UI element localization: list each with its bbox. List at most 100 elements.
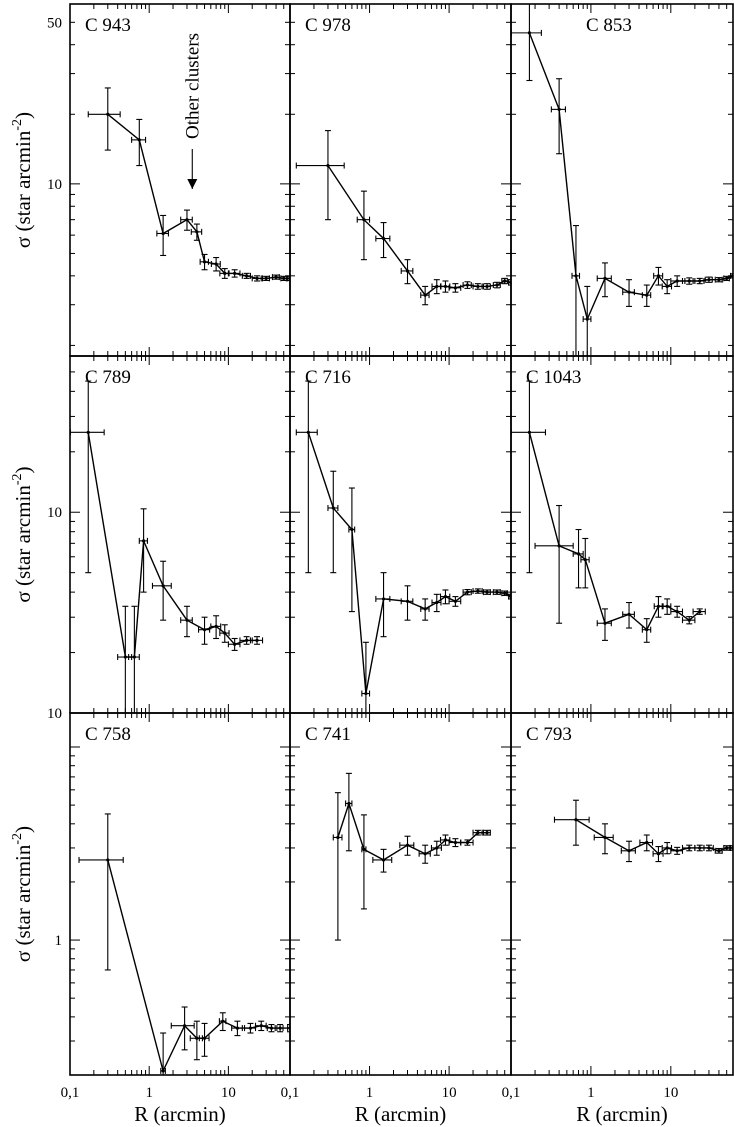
annotation-text: Other clusters	[182, 33, 203, 139]
data-point	[503, 591, 507, 595]
y-axis-label-exponent: -2	[10, 473, 25, 485]
data-point	[161, 584, 165, 588]
panel-r2-c0	[69, 712, 291, 1076]
series-c-978: C 978	[295, 15, 511, 306]
data-point	[503, 279, 507, 283]
data-point	[221, 1019, 225, 1023]
data-point	[557, 544, 561, 548]
data-point	[435, 600, 439, 605]
data-point	[435, 846, 439, 850]
series-c-1043: C 1043	[511, 367, 706, 643]
data-point	[675, 279, 679, 283]
data-point	[142, 539, 146, 543]
data-point	[627, 290, 631, 294]
x-tick-label: 0,1	[281, 1085, 300, 1101]
annotation-other-clusters: Other clusters	[182, 33, 203, 190]
data-point	[288, 1026, 290, 1030]
series-c-793: C 793	[526, 724, 733, 863]
data-point	[731, 274, 733, 278]
panel-frame	[510, 3, 734, 357]
y-axis-label: σ (star arcmin-2)	[10, 466, 35, 602]
panel-frame	[69, 712, 291, 1076]
data-point	[347, 801, 351, 806]
panel-title: C 758	[85, 724, 131, 745]
data-point	[465, 283, 470, 287]
data-point	[245, 638, 249, 642]
panel-title: C 853	[586, 15, 632, 36]
panel-title: C 978	[305, 15, 351, 36]
data-point	[687, 618, 691, 622]
series-line	[337, 801, 488, 861]
series-c-853: C 853	[511, 4, 733, 356]
data-point	[405, 599, 410, 603]
y-axis-label-exponent: -2	[10, 833, 25, 845]
data-point	[264, 276, 268, 280]
data-point	[725, 846, 729, 850]
x-tick-label: 0,1	[61, 1085, 80, 1101]
data-point	[574, 274, 578, 278]
data-point	[381, 597, 386, 601]
data-point	[255, 638, 259, 642]
data-point	[235, 1026, 240, 1030]
data-point	[583, 558, 587, 562]
data-point	[476, 284, 480, 289]
data-point	[350, 527, 354, 532]
data-point	[362, 847, 366, 851]
panel-frame	[69, 3, 291, 357]
data-point	[223, 631, 227, 635]
data-point	[465, 590, 470, 594]
data-point	[698, 609, 702, 614]
series-line	[528, 32, 733, 322]
panel-frame	[289, 712, 512, 1076]
data-point	[557, 107, 561, 111]
data-point	[214, 262, 218, 266]
data-point	[202, 260, 207, 264]
data-point	[665, 604, 669, 608]
axis-labels-layer: σ (star arcmin-2)σ (star arcmin-2)σ (sta…	[10, 112, 35, 962]
data-point	[106, 112, 110, 116]
data-point	[453, 599, 457, 603]
series-marks	[332, 772, 491, 941]
data-point	[259, 1024, 263, 1028]
panel-title: C 943	[85, 15, 131, 36]
panel-title: C 793	[526, 724, 572, 745]
panel-r1-c0	[69, 355, 291, 714]
series-line	[528, 432, 701, 631]
data-point	[656, 852, 661, 856]
data-point	[278, 1026, 282, 1030]
x-tick-label: 0,1	[502, 1085, 521, 1101]
series-c-943: C 943	[85, 15, 290, 282]
data-point	[656, 604, 661, 608]
panel-title: C 789	[85, 367, 131, 388]
x-axis-label: R (arcmin)	[355, 1102, 447, 1126]
data-point	[182, 1024, 187, 1028]
data-point	[656, 274, 661, 278]
x-tick-label: 10	[663, 1085, 678, 1101]
series-line	[307, 432, 511, 694]
data-point	[233, 271, 237, 275]
data-point	[405, 843, 410, 847]
y-axis-label-close: )	[11, 112, 35, 119]
y-axis-label-main: σ (star arcmin	[11, 485, 35, 603]
data-point	[443, 284, 448, 289]
panel-r1-c2	[510, 355, 734, 714]
data-point	[223, 271, 227, 275]
data-point	[485, 831, 489, 835]
series-c-716: C 716	[295, 367, 511, 713]
data-point	[245, 274, 249, 278]
data-point	[423, 293, 427, 297]
data-point	[485, 284, 489, 289]
panel-r1-c1	[289, 355, 512, 714]
data-point	[574, 818, 578, 822]
data-point	[687, 279, 691, 283]
data-point	[465, 840, 470, 845]
data-point	[731, 846, 733, 850]
data-point	[576, 552, 581, 556]
panel-r0-c0	[69, 3, 291, 357]
data-point	[603, 835, 607, 840]
data-point	[364, 691, 368, 696]
data-point	[282, 276, 286, 280]
data-point	[123, 655, 127, 659]
data-point	[725, 276, 729, 280]
